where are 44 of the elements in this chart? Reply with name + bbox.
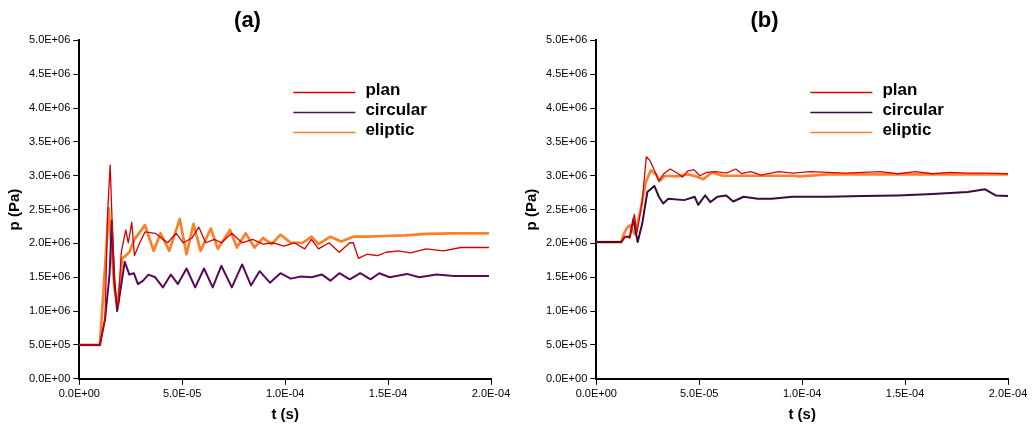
legend-label: plan — [365, 80, 401, 100]
y-axis-title: p (Pa) — [522, 188, 540, 231]
chart-title: (a) — [234, 7, 261, 33]
y-tick-label: 3.0E+06 — [28, 168, 71, 181]
y-tick-label: 0.0E+00 — [545, 371, 588, 384]
x-tick-label: 2.0E-04 — [988, 387, 1028, 400]
y-tick-label: 1.5E+06 — [545, 270, 588, 283]
y-tick-label: 3.5E+06 — [28, 134, 71, 147]
y-tick-label: 4.0E+06 — [28, 101, 71, 114]
legend-label: eliptic — [365, 120, 415, 140]
y-tick-label: 4.0E+06 — [545, 101, 588, 114]
y-tick-label: 5.0E+06 — [28, 33, 71, 46]
x-tick-label: 0.0E+00 — [58, 387, 100, 400]
legend-label: circular — [882, 100, 945, 120]
x-tick-label: 1.5E-04 — [885, 387, 925, 400]
y-tick-label: 3.0E+06 — [545, 168, 588, 181]
y-tick-label: 2.0E+06 — [545, 236, 588, 249]
y-axis-title: p (Pa) — [5, 188, 23, 231]
legend-label: plan — [882, 80, 918, 100]
y-tick-label: 1.5E+06 — [28, 270, 71, 283]
y-tick-label: 5.0E+06 — [545, 33, 588, 46]
legend-label: circular — [365, 100, 428, 120]
y-tick-label: 5.0E+05 — [545, 337, 588, 350]
y-tick-label: 2.5E+06 — [545, 202, 588, 215]
x-tick-label: 5.0E-05 — [162, 387, 202, 400]
y-tick-label: 2.0E+06 — [28, 236, 71, 249]
y-tick-label: 0.0E+00 — [28, 371, 71, 384]
x-tick-label: 1.0E-04 — [265, 387, 305, 400]
y-tick-label: 2.5E+06 — [28, 202, 71, 215]
x-tick-label: 2.0E-04 — [471, 387, 511, 400]
x-axis-title: t (s) — [271, 405, 299, 423]
chart-title: (b) — [750, 7, 779, 33]
y-tick-label: 1.0E+06 — [545, 304, 588, 317]
y-tick-label: 4.5E+06 — [28, 67, 71, 80]
x-tick-label: 1.0E-04 — [782, 387, 822, 400]
x-tick-label: 0.0E+00 — [575, 387, 617, 400]
x-axis-title: t (s) — [788, 405, 816, 423]
x-tick-label: 1.5E-04 — [368, 387, 408, 400]
y-tick-label: 4.5E+06 — [545, 67, 588, 80]
x-tick-label: 5.0E-05 — [679, 387, 719, 400]
y-tick-label: 5.0E+05 — [28, 337, 71, 350]
legend-label: eliptic — [882, 120, 932, 140]
y-tick-label: 3.5E+06 — [545, 134, 588, 147]
y-tick-label: 1.0E+06 — [28, 304, 71, 317]
